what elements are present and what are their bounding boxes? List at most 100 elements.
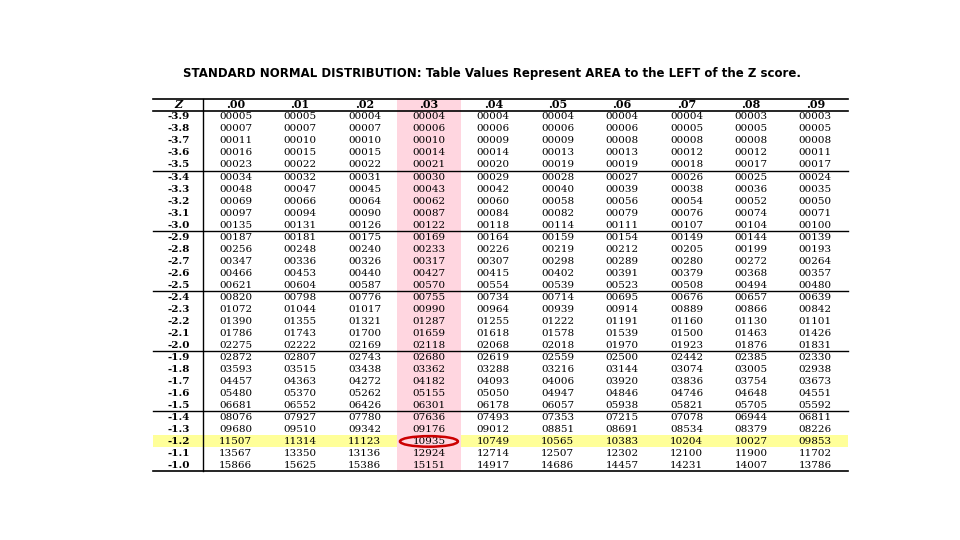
Text: 00539: 00539 (541, 281, 574, 289)
Text: 00226: 00226 (477, 245, 510, 254)
Text: 00004: 00004 (606, 112, 638, 122)
Text: .04: .04 (484, 99, 503, 110)
Text: 02018: 02018 (541, 341, 574, 350)
Text: 00008: 00008 (670, 137, 703, 145)
Text: 00009: 00009 (541, 137, 574, 145)
Text: 07493: 07493 (477, 413, 510, 422)
Text: 00889: 00889 (670, 305, 703, 314)
Text: 00990: 00990 (413, 305, 445, 314)
Text: 07927: 07927 (283, 413, 317, 422)
Text: 00052: 00052 (734, 197, 768, 206)
Text: -3.6: -3.6 (167, 148, 190, 158)
Text: 00914: 00914 (606, 305, 638, 314)
Text: -1.2: -1.2 (167, 437, 190, 446)
Text: 07078: 07078 (670, 413, 703, 422)
Text: 13786: 13786 (799, 461, 832, 470)
Text: 05370: 05370 (283, 389, 317, 398)
Text: 07215: 07215 (606, 413, 638, 422)
Text: 00042: 00042 (477, 185, 510, 193)
Text: 00035: 00035 (799, 185, 832, 193)
Text: 10565: 10565 (541, 437, 574, 446)
Text: 06811: 06811 (799, 413, 832, 422)
Text: 00181: 00181 (283, 233, 317, 241)
Text: -2.8: -2.8 (167, 245, 190, 254)
Text: 00039: 00039 (606, 185, 638, 193)
Text: 00010: 00010 (283, 137, 317, 145)
Text: 02743: 02743 (348, 353, 381, 362)
Text: .05: .05 (548, 99, 567, 110)
Text: 01222: 01222 (541, 317, 574, 326)
Text: 00040: 00040 (541, 185, 574, 193)
Text: 02680: 02680 (413, 353, 445, 362)
Text: .08: .08 (741, 99, 760, 110)
Text: 00714: 00714 (541, 293, 574, 302)
Text: 04648: 04648 (734, 389, 768, 398)
Text: 11507: 11507 (219, 437, 252, 446)
Text: 00006: 00006 (606, 124, 638, 133)
Text: 04551: 04551 (799, 389, 832, 398)
Text: -3.4: -3.4 (167, 172, 189, 181)
Text: -2.2: -2.2 (167, 317, 190, 326)
Text: 09012: 09012 (477, 425, 510, 434)
Text: 14457: 14457 (606, 461, 638, 470)
Text: 09342: 09342 (348, 425, 381, 434)
Text: -1.9: -1.9 (167, 353, 190, 362)
Text: 05938: 05938 (606, 401, 638, 410)
Text: 01539: 01539 (606, 329, 638, 338)
Text: 00776: 00776 (348, 293, 381, 302)
Text: 00111: 00111 (606, 220, 638, 230)
Text: 00139: 00139 (799, 233, 832, 241)
Text: 00008: 00008 (799, 137, 832, 145)
Text: 00604: 00604 (283, 281, 317, 289)
Text: 02619: 02619 (477, 353, 510, 362)
Text: 00034: 00034 (219, 172, 252, 181)
Text: 03438: 03438 (348, 365, 381, 374)
Text: 00003: 00003 (799, 112, 832, 122)
Text: 11900: 11900 (734, 449, 768, 458)
Text: 05155: 05155 (413, 389, 445, 398)
Text: 00054: 00054 (670, 197, 703, 206)
Text: 00022: 00022 (348, 160, 381, 170)
Text: 01923: 01923 (670, 341, 703, 350)
Text: 02872: 02872 (219, 353, 252, 362)
Text: 00010: 00010 (413, 137, 445, 145)
Text: 00005: 00005 (283, 112, 317, 122)
Text: 00336: 00336 (283, 256, 317, 266)
Text: 00317: 00317 (413, 256, 445, 266)
Text: 00820: 00820 (219, 293, 252, 302)
Text: 01191: 01191 (606, 317, 638, 326)
Text: 00347: 00347 (219, 256, 252, 266)
Text: 00004: 00004 (541, 112, 574, 122)
Text: 06057: 06057 (541, 401, 574, 410)
Text: 03593: 03593 (219, 365, 252, 374)
Text: 00012: 00012 (734, 148, 768, 158)
Text: 00107: 00107 (670, 220, 703, 230)
Text: 00048: 00048 (219, 185, 252, 193)
Text: 00007: 00007 (283, 124, 317, 133)
Text: 00012: 00012 (670, 148, 703, 158)
Text: 00027: 00027 (606, 172, 638, 181)
Text: 09680: 09680 (219, 425, 252, 434)
Text: 08691: 08691 (606, 425, 638, 434)
Text: 07636: 07636 (413, 413, 445, 422)
Text: 01786: 01786 (219, 329, 252, 338)
Text: 09853: 09853 (799, 437, 832, 446)
Text: 00144: 00144 (734, 233, 768, 241)
Text: Z: Z (175, 99, 182, 110)
Text: 01618: 01618 (477, 329, 510, 338)
Text: 00097: 00097 (219, 208, 252, 218)
Text: 03836: 03836 (670, 377, 703, 386)
Text: 15386: 15386 (348, 461, 381, 470)
Text: 00440: 00440 (348, 269, 381, 278)
Text: 00066: 00066 (283, 197, 317, 206)
Text: 00494: 00494 (734, 281, 768, 289)
Text: 00256: 00256 (219, 245, 252, 254)
Text: 12507: 12507 (541, 449, 574, 458)
Text: 12924: 12924 (413, 449, 445, 458)
Text: 04846: 04846 (606, 389, 638, 398)
Text: 01831: 01831 (799, 341, 832, 350)
Text: 00154: 00154 (606, 233, 638, 241)
Text: 00866: 00866 (734, 305, 768, 314)
Text: 01426: 01426 (799, 329, 832, 338)
Text: 00621: 00621 (219, 281, 252, 289)
